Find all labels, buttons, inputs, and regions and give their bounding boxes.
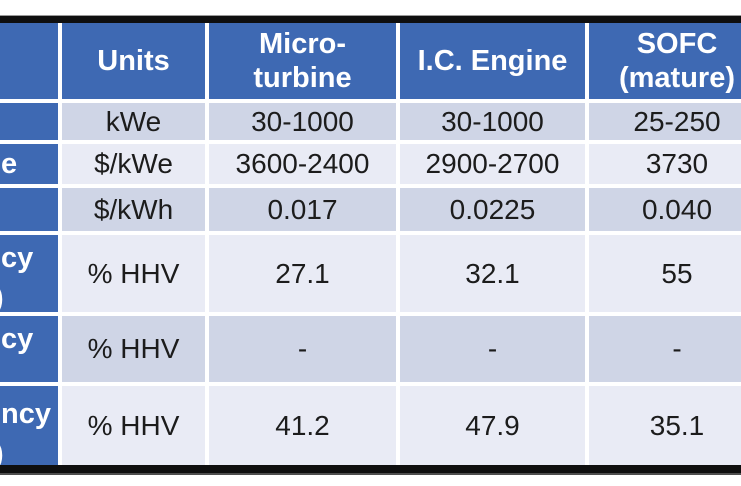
row2-microturbine-value: 3600-2400 bbox=[235, 148, 370, 179]
row4-sofc-value: 55 bbox=[661, 257, 693, 289]
row3-sofc-cell: 0.040 bbox=[589, 188, 741, 231]
row4-label-fragment-line2: ) bbox=[0, 278, 4, 312]
row3-units-cell: $/kWh bbox=[62, 188, 205, 231]
row4-label-fragment: cy bbox=[1, 242, 34, 274]
col-header-ic-engine-label: I.C. Engine bbox=[417, 45, 568, 77]
row2-microturbine-cell: 3600-2400 bbox=[209, 144, 396, 184]
col-header-sofc-line1: SOFC bbox=[636, 28, 718, 60]
row6-units-value: % HHV bbox=[87, 409, 180, 441]
row1-sofc-value: 25-250 bbox=[633, 105, 721, 137]
row5-ic-engine-value: - bbox=[487, 333, 498, 364]
col-header-sofc: SOFC (mature) bbox=[589, 23, 741, 99]
row2-header-fragment: e bbox=[0, 144, 58, 184]
row6-ic-engine-value: 47.9 bbox=[465, 409, 520, 441]
col-header-microturbine-line1: Micro- bbox=[259, 28, 346, 60]
row6-header-fragment: ncy ) bbox=[0, 386, 58, 465]
row4-ic-engine-value: 32.1 bbox=[465, 257, 520, 289]
row2-sofc-value: 3730 bbox=[645, 148, 709, 179]
col-header-units: Units bbox=[62, 23, 205, 99]
row3-header-fragment bbox=[0, 188, 58, 231]
row6-label-fragment-line2: ) bbox=[0, 434, 4, 465]
row4-microturbine-value: 27.1 bbox=[275, 257, 330, 289]
row1-ic-engine-cell: 30-1000 bbox=[400, 103, 585, 140]
col-header-units-label: Units bbox=[97, 45, 170, 77]
row1-sofc-cell: 25-250 bbox=[589, 103, 741, 140]
row6-microturbine-cell: 41.2 bbox=[209, 386, 396, 465]
row2-ic-engine-cell: 2900-2700 bbox=[400, 144, 585, 184]
row6-microturbine-value: 41.2 bbox=[275, 409, 330, 441]
col-header-sofc-line2: (mature) bbox=[618, 62, 735, 94]
row1-ic-engine-value: 30-1000 bbox=[441, 105, 544, 137]
row2-ic-engine-value: 2900-2700 bbox=[425, 148, 560, 179]
col-header-ic-engine: I.C. Engine bbox=[400, 23, 585, 99]
row3-sofc-value: 0.040 bbox=[641, 193, 713, 225]
row2-units-value: $/kWe bbox=[94, 148, 173, 179]
row1-microturbine-value: 30-1000 bbox=[251, 105, 354, 137]
row2-sofc-cell: 3730 bbox=[589, 144, 741, 184]
row1-microturbine-cell: 30-1000 bbox=[209, 103, 396, 140]
row5-units-cell: % HHV bbox=[62, 316, 205, 382]
row4-units-value: % HHV bbox=[87, 257, 180, 289]
col-header-blank bbox=[0, 23, 58, 99]
col-header-microturbine: Micro- turbine bbox=[209, 23, 396, 99]
table-bottom-edge-line bbox=[0, 473, 741, 475]
row3-units-value: $/kWh bbox=[93, 193, 174, 225]
row3-ic-engine-value: 0.0225 bbox=[449, 193, 536, 225]
row5-microturbine-cell: - bbox=[209, 316, 396, 382]
row5-microturbine-value: - bbox=[297, 333, 308, 364]
row6-label-fragment: ncy bbox=[1, 398, 51, 430]
comparison-table: Units Micro- turbine I.C. Engine SOFC (m… bbox=[0, 15, 741, 475]
col-header-microturbine-line2: turbine bbox=[253, 62, 352, 94]
row6-sofc-cell: 35.1 bbox=[589, 386, 741, 465]
row1-units-cell: kWe bbox=[62, 103, 205, 140]
row5-ic-engine-cell: - bbox=[400, 316, 585, 382]
row3-microturbine-value: 0.017 bbox=[267, 193, 338, 225]
row4-microturbine-cell: 27.1 bbox=[209, 235, 396, 312]
row4-units-cell: % HHV bbox=[62, 235, 205, 312]
row6-units-cell: % HHV bbox=[62, 386, 205, 465]
row4-ic-engine-cell: 32.1 bbox=[400, 235, 585, 312]
row6-sofc-value: 35.1 bbox=[649, 409, 705, 441]
table-top-edge-line bbox=[0, 15, 741, 16]
row2-label-fragment: e bbox=[1, 148, 18, 180]
row3-microturbine-cell: 0.017 bbox=[209, 188, 396, 231]
row1-header-fragment bbox=[0, 103, 58, 140]
row5-units-value: % HHV bbox=[87, 333, 180, 364]
row6-ic-engine-cell: 47.9 bbox=[400, 386, 585, 465]
row3-ic-engine-cell: 0.0225 bbox=[400, 188, 585, 231]
row5-sofc-value: - bbox=[672, 333, 682, 364]
row4-header-fragment: cy ) bbox=[0, 235, 58, 312]
row5-header-fragment: cy bbox=[0, 316, 58, 382]
row4-sofc-cell: 55 bbox=[589, 235, 741, 312]
comparison-table-grid: Units Micro- turbine I.C. Engine SOFC (m… bbox=[0, 16, 741, 473]
row1-units-value: kWe bbox=[105, 105, 162, 137]
row2-units-cell: $/kWe bbox=[62, 144, 205, 184]
row5-sofc-cell: - bbox=[589, 316, 741, 382]
row5-label-fragment: cy bbox=[1, 323, 34, 355]
